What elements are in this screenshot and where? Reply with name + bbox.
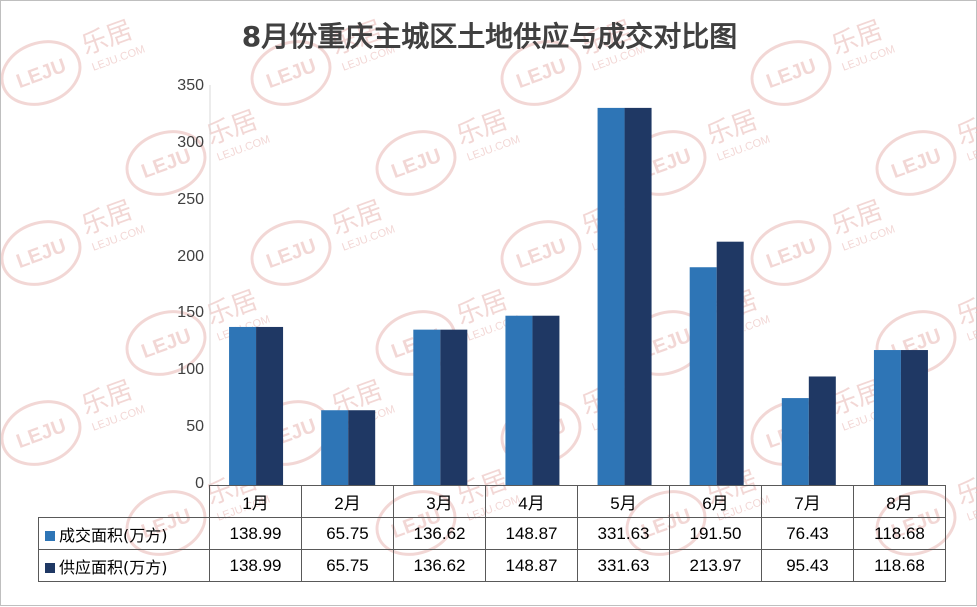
bar-supply-2 [348, 410, 376, 485]
table-cell: 65.75 [301, 549, 394, 582]
y-tick-label: 0 [195, 475, 204, 492]
bar-supply-8 [900, 350, 928, 485]
bar-transaction-7 [781, 398, 809, 485]
category-label: 5月 [577, 485, 670, 518]
table-row-supply: 供应面积(万方) 138.99 65.75 136.62 148.87 331.… [38, 549, 946, 582]
table-header-row: 1月 2月 3月 4月 5月 6月 7月 8月 [38, 485, 946, 518]
bar-transaction-4 [505, 315, 533, 485]
bar-supply-1 [256, 326, 284, 485]
table-cell: 76.43 [761, 517, 854, 550]
bar-transaction-5 [597, 107, 625, 485]
table-cell: 136.62 [393, 517, 486, 550]
y-tick-label: 350 [177, 77, 204, 94]
y-tick-label: 150 [177, 304, 204, 322]
table-cell: 331.63 [577, 517, 670, 550]
table-cell: 191.50 [669, 517, 762, 550]
legend-entry-supply: 供应面积(万方) [38, 549, 210, 582]
table-cell: 331.63 [577, 549, 670, 582]
table-cell: 118.68 [853, 549, 946, 582]
category-label: 6月 [669, 485, 762, 518]
chart-title: 8月份重庆主城区土地供应与成交对比图 [241, 20, 738, 53]
bar-transaction-6 [689, 267, 717, 485]
table-corner [38, 485, 210, 518]
legend-entry-transaction: 成交面积(万方) [38, 517, 210, 550]
bar-transaction-2 [321, 410, 349, 485]
table-cell: 138.99 [209, 549, 302, 582]
category-label: 7月 [761, 485, 854, 518]
y-tick-label: 50 [186, 418, 204, 436]
table-row-transaction: 成交面积(万方) 138.99 65.75 136.62 148.87 331.… [38, 517, 946, 550]
category-label: 2月 [301, 485, 394, 518]
category-label: 4月 [485, 485, 578, 518]
table-cell: 148.87 [485, 517, 578, 550]
bar-supply-6 [716, 241, 744, 485]
legend-label: 供应面积(万方) [59, 557, 168, 577]
legend-swatch-supply [45, 563, 55, 573]
y-tick-label: 300 [177, 133, 204, 151]
table-cell: 136.62 [393, 549, 486, 582]
bar-supply-3 [440, 329, 468, 485]
table-cell: 95.43 [761, 549, 854, 582]
category-label: 3月 [393, 485, 486, 518]
y-tick-label: 250 [177, 190, 204, 208]
y-tick-label: 200 [177, 247, 204, 265]
bar-supply-5 [624, 107, 652, 485]
category-label: 1月 [209, 485, 302, 518]
table-cell: 138.99 [209, 517, 302, 550]
legend-label: 成交面积(万方) [59, 525, 168, 545]
bar-transaction-3 [413, 329, 441, 485]
table-cell: 118.68 [853, 517, 946, 550]
data-table: 1月 2月 3月 4月 5月 6月 7月 8月 成交面积(万方) 138.99 … [38, 485, 946, 582]
bar-transaction-8 [873, 350, 901, 485]
bar-supply-7 [808, 376, 836, 485]
table-cell: 65.75 [301, 517, 394, 550]
bar-transaction-1 [229, 326, 257, 485]
y-tick-label: 100 [177, 361, 204, 379]
bar-supply-4 [532, 315, 560, 485]
table-cell: 213.97 [669, 549, 762, 582]
legend-swatch-transaction [45, 531, 55, 541]
table-cell: 148.87 [485, 549, 578, 582]
category-label: 8月 [853, 485, 946, 518]
